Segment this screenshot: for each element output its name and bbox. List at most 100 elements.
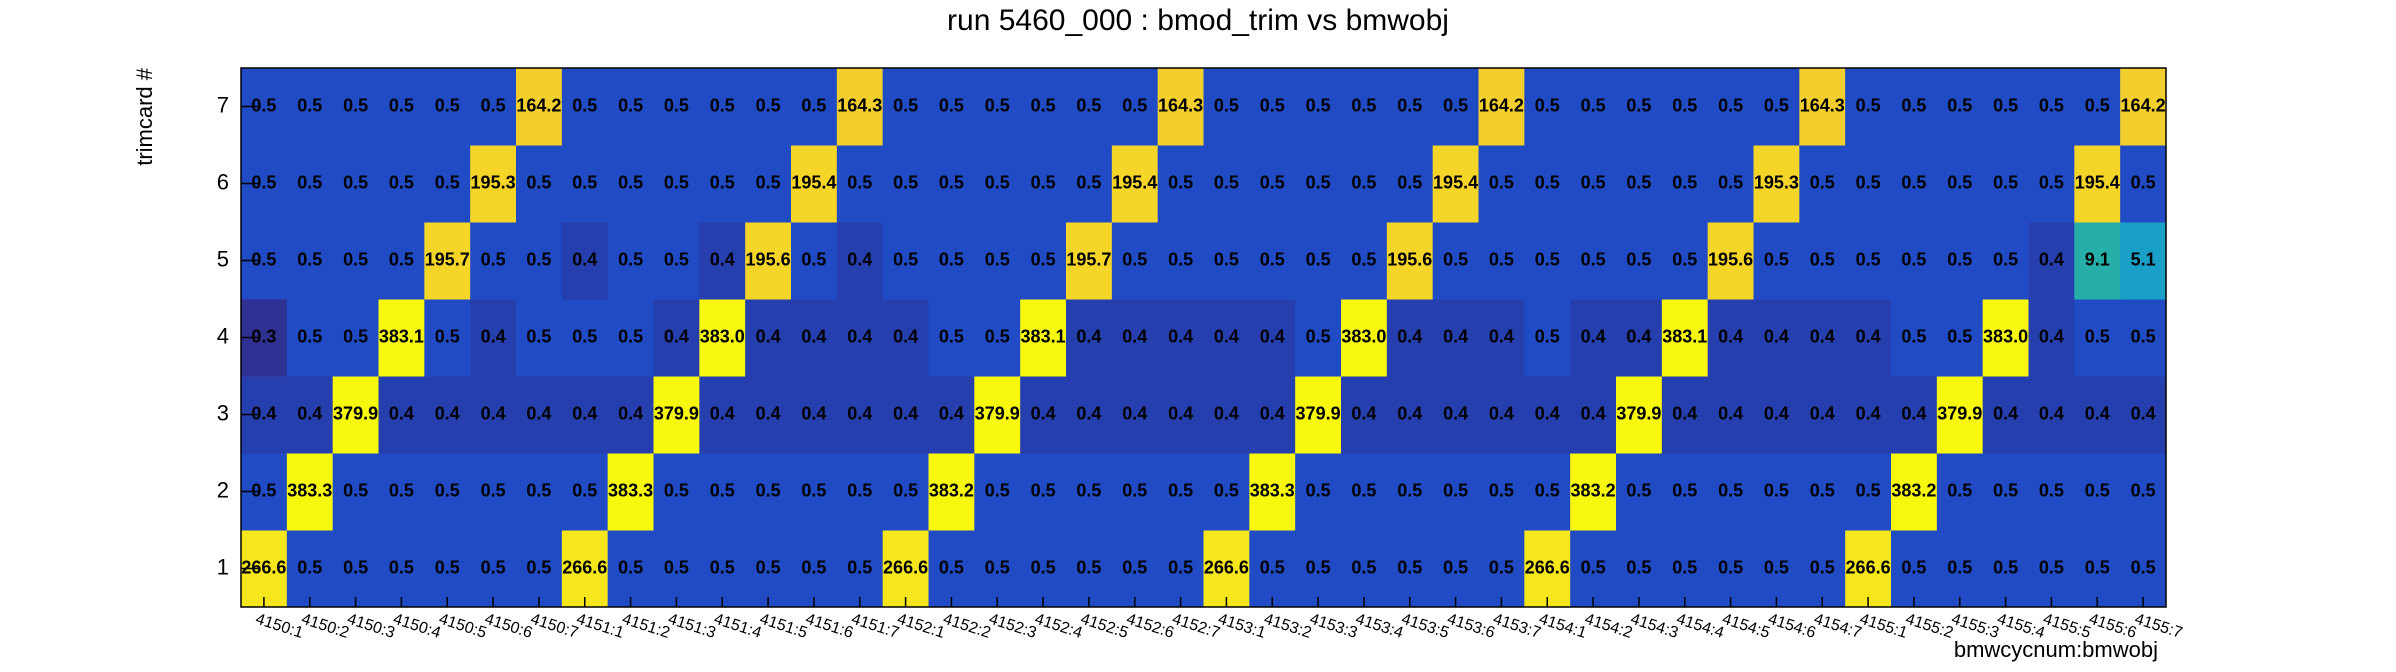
cell-label: 0.5 — [2131, 557, 2156, 577]
cell-label: 0.5 — [710, 557, 735, 577]
labels: 266.6 0.5 0.5 0.5 0.5 0.5 0.5 266.6 0.5 0.5 0.5 0.5… — [241, 95, 2165, 577]
cell — [1524, 376, 1571, 454]
cell-label: 0.5 — [1260, 557, 1285, 577]
cell-label: 0.4 — [1122, 326, 1147, 346]
cell-label: 0.5 — [1993, 172, 2018, 192]
cell-label: 0.5 — [1214, 172, 1239, 192]
cell — [1707, 145, 1754, 223]
cell — [561, 376, 609, 454]
cell-label: 0.5 — [1306, 557, 1331, 577]
cell-label: 0.5 — [2085, 480, 2110, 500]
cell-label: 0.5 — [985, 172, 1010, 192]
cell-label: 0.5 — [985, 326, 1010, 346]
cell-label: 0.5 — [1397, 172, 1422, 192]
cell — [1616, 299, 1663, 377]
cell-label: 0.5 — [572, 172, 597, 192]
cell-label: 0.4 — [1856, 403, 1881, 423]
cell-label: 0.4 — [939, 403, 964, 423]
cell-label: 0.5 — [389, 249, 414, 269]
cell — [1524, 222, 1571, 300]
cell-label: 0.5 — [481, 557, 506, 577]
cell — [516, 453, 563, 531]
cell — [1936, 530, 1984, 608]
cell-label: 0.5 — [1351, 95, 1376, 115]
cell — [561, 453, 609, 531]
cell — [791, 68, 838, 146]
cell — [1066, 376, 1113, 454]
cell-label: 0.5 — [297, 95, 322, 115]
cell-label: 0.5 — [2039, 95, 2064, 115]
cell — [1249, 222, 1296, 300]
cell — [1295, 68, 1342, 146]
cell-label: 0.5 — [1535, 326, 1560, 346]
cell — [1524, 299, 1571, 377]
cell — [378, 222, 425, 300]
cell-label: 0.5 — [1214, 249, 1239, 269]
cell-label: 0.5 — [1626, 172, 1651, 192]
cell-label: 0.4 — [1856, 326, 1881, 346]
cell — [882, 222, 929, 300]
cell-label: 0.5 — [1122, 249, 1147, 269]
cell — [1203, 68, 1250, 146]
cell-label: 0.5 — [801, 480, 826, 500]
cell-label: 0.4 — [1076, 326, 1101, 346]
cell — [699, 453, 746, 531]
cell — [286, 222, 334, 300]
cell-label: 0.4 — [1031, 403, 1056, 423]
cell — [1341, 68, 1388, 146]
cell — [1982, 145, 2029, 223]
cell — [1982, 376, 2029, 454]
cell — [332, 145, 379, 223]
cell-label: 0.5 — [847, 480, 872, 500]
cell — [1020, 530, 1067, 608]
cell-label: 0.5 — [1122, 95, 1147, 115]
cell-label: 266.6 — [883, 557, 928, 577]
cell-label: 0.5 — [1260, 95, 1285, 115]
cell — [1203, 453, 1250, 531]
cell — [1753, 453, 1800, 531]
cell-label: 0.4 — [1489, 326, 1514, 346]
x-tick-label: 4153:1 — [1216, 611, 1268, 642]
cell — [1249, 530, 1296, 608]
cell — [1570, 145, 1617, 223]
cell-label: 0.4 — [1443, 326, 1468, 346]
cell-label: 0.5 — [1581, 172, 1606, 192]
x-tick-label: 4152:7 — [1170, 611, 1222, 642]
cell — [1249, 299, 1296, 377]
cell-label: 0.5 — [1489, 172, 1514, 192]
cell-label: 0.5 — [343, 480, 368, 500]
cell-label: 9.1 — [2085, 249, 2110, 269]
x-tick-label: 4151:7 — [849, 611, 901, 642]
cell — [1799, 68, 1846, 146]
x-tick-label: 4152:1 — [895, 611, 947, 642]
cell-label: 164.3 — [837, 95, 882, 115]
cell — [1478, 145, 1525, 223]
cell — [1386, 453, 1434, 531]
cell — [561, 68, 609, 146]
cell — [1020, 222, 1067, 300]
cell-label: 0.4 — [1764, 326, 1789, 346]
cell — [1341, 453, 1388, 531]
cell-label: 0.5 — [1764, 95, 1789, 115]
cell-label: 0.5 — [1993, 480, 2018, 500]
cell — [378, 68, 425, 146]
cell — [1203, 530, 1250, 608]
cell-label: 0.5 — [1076, 95, 1101, 115]
cell — [516, 530, 563, 608]
cell — [607, 376, 654, 454]
cell-label: 0.4 — [481, 326, 506, 346]
x-tick-label: 4150:1 — [253, 611, 305, 642]
cell-label: 0.5 — [1306, 95, 1331, 115]
x-tick-label: 4152:2 — [941, 611, 993, 642]
cell-label: 0.5 — [389, 95, 414, 115]
y-tick-label: 5 — [217, 246, 229, 271]
cell — [1157, 68, 1204, 146]
cell-label: 164.3 — [1800, 95, 1845, 115]
cell-label: 0.5 — [1535, 95, 1560, 115]
cell — [1111, 530, 1159, 608]
cell — [1891, 376, 1938, 454]
cell-label: 0.5 — [1901, 557, 1926, 577]
cell — [1845, 453, 1892, 531]
cell — [1111, 299, 1159, 377]
cell-label: 0.5 — [1581, 249, 1606, 269]
